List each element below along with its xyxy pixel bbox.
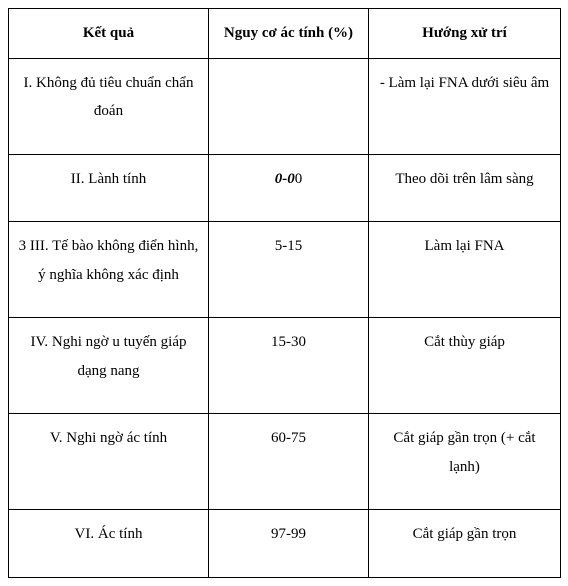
table-row: I. Không đủ tiêu chuẩn chẩn đoán - Làm l…	[9, 58, 561, 154]
risk-value: 15-30	[271, 334, 306, 350]
table-row: II. Lành tính 0-00 Theo dõi trên lâm sàn…	[9, 154, 561, 222]
cell-result: II. Lành tính	[9, 154, 209, 222]
table-row: VI. Ác tính 97-99 Cắt giáp gần trọn	[9, 510, 561, 578]
cell-result: 3 III. Tế bào không điển hình, ý nghĩa k…	[9, 222, 209, 318]
cell-result: V. Nghi ngờ ác tính	[9, 414, 209, 510]
cell-risk	[209, 58, 369, 154]
risk-value: 97-99	[271, 526, 306, 542]
col-header-action: Hướng xử trí	[369, 9, 561, 59]
cell-action: Theo dõi trên lâm sàng	[369, 154, 561, 222]
cell-result: I. Không đủ tiêu chuẩn chẩn đoán	[9, 58, 209, 154]
col-header-risk: Nguy cơ ác tính (%)	[209, 9, 369, 59]
cell-risk: 60-75	[209, 414, 369, 510]
cell-risk: 0-00	[209, 154, 369, 222]
cell-action: - Làm lại FNA dưới siêu âm	[369, 58, 561, 154]
table-row: V. Nghi ngờ ác tính 60-75 Cắt giáp gần t…	[9, 414, 561, 510]
table-header-row: Kết quả Nguy cơ ác tính (%) Hướng xử trí	[9, 9, 561, 59]
cell-result: IV. Nghi ngờ u tuyến giáp dạng nang	[9, 318, 209, 414]
risk-value: 0	[295, 171, 303, 187]
cell-result: VI. Ác tính	[9, 510, 209, 578]
cell-risk: 15-30	[209, 318, 369, 414]
bethesda-table: Kết quả Nguy cơ ác tính (%) Hướng xử trí…	[8, 8, 561, 578]
risk-prefix: 0-0	[275, 171, 295, 187]
cell-action: Cắt thùy giáp	[369, 318, 561, 414]
cell-risk: 97-99	[209, 510, 369, 578]
cell-action: Cắt giáp gần trọn (+ cắt lạnh)	[369, 414, 561, 510]
risk-value: 5-15	[275, 238, 303, 254]
table-row: 3 III. Tế bào không điển hình, ý nghĩa k…	[9, 222, 561, 318]
col-header-result: Kết quả	[9, 9, 209, 59]
risk-value: 60-75	[271, 430, 306, 446]
table-row: IV. Nghi ngờ u tuyến giáp dạng nang 15-3…	[9, 318, 561, 414]
cell-risk: 5-15	[209, 222, 369, 318]
cell-action: Làm lại FNA	[369, 222, 561, 318]
cell-action: Cắt giáp gần trọn	[369, 510, 561, 578]
